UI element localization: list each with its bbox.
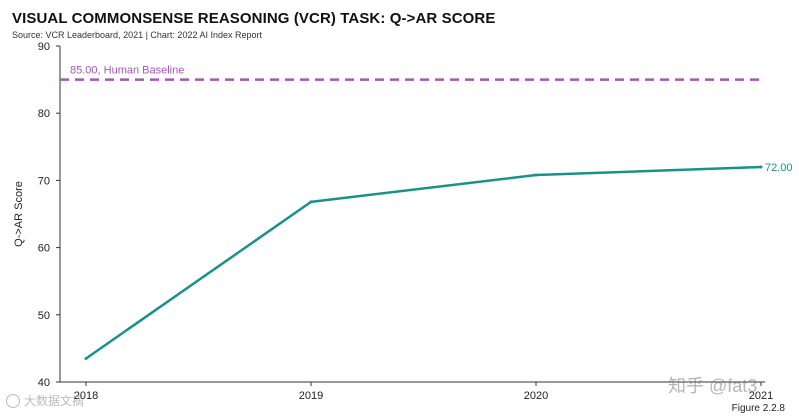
y-tick-label: 60 (38, 243, 50, 255)
chart-axes: 40 50 60 70 80 90 2018 2019 2020 2021 Q->AR Score (13, 41, 773, 402)
y-tick-label: 90 (38, 41, 50, 53)
y-tick-label: 70 (38, 175, 50, 187)
x-tick-label: 2019 (299, 390, 323, 402)
y-tick-label: 80 (38, 108, 50, 120)
brand-logo-icon (6, 393, 20, 408)
y-tick-label: 40 (38, 377, 50, 389)
data-point (534, 173, 538, 177)
chart-source: Source: VCR Leaderboard, 2021 | Chart: 2… (12, 30, 262, 40)
y-axis-title: Q->AR Score (13, 181, 25, 247)
data-point (309, 200, 313, 204)
human-baseline-label: 85.00, Human Baseline (70, 65, 184, 77)
watermark-zhihu: 知乎 @fat3 (668, 376, 758, 396)
reference-line-group: 85.00, Human Baseline (60, 65, 765, 81)
series-group: 72.00 (84, 162, 793, 360)
x-tick-label: 2018 (74, 390, 98, 402)
end-value-label: 72.00 (765, 162, 793, 174)
chart-title: VISUAL COMMONSENSE REASONING (VCR) TASK:… (12, 10, 496, 27)
series-line (84, 165, 763, 360)
data-point (84, 356, 88, 360)
watermark-text: 大数据文摘 (24, 394, 85, 408)
y-tick-label: 50 (38, 310, 50, 322)
watermark-logo: 大数据文摘 (6, 392, 84, 409)
x-tick-label: 2020 (524, 390, 548, 402)
x-tick-label: 2021 (749, 390, 773, 402)
figure-label: Figure 2.2.8 (731, 403, 785, 414)
data-point (759, 165, 763, 169)
